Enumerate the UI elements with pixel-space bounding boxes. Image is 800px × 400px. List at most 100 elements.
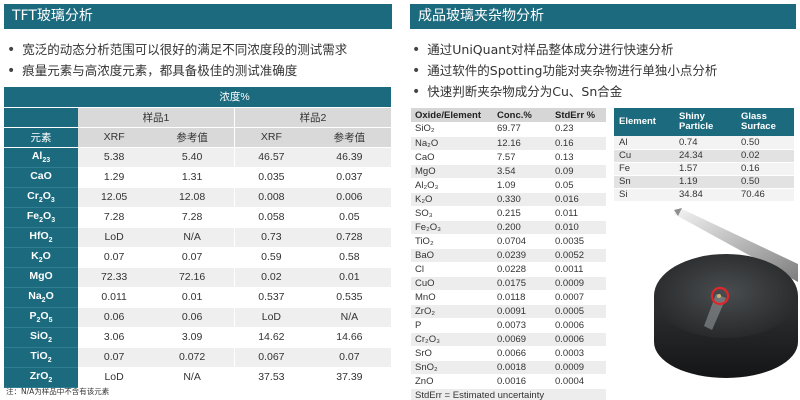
value-cell: 1.57	[674, 162, 736, 176]
element-formula-part: 2	[39, 217, 44, 225]
element-formula-part: O	[40, 309, 49, 322]
sample-1-header: 样品1	[78, 107, 235, 128]
element-cell: K2O	[4, 247, 78, 268]
element-formula-part: Fe	[26, 209, 40, 222]
value-cell: 69.77	[493, 122, 551, 137]
table-row: P 0.0073 0.0006	[411, 318, 606, 333]
corner-cell	[4, 107, 78, 128]
concentration-header: 浓度%	[78, 87, 391, 108]
bullet-item: 宽泛的动态分析范围可以很好的满足不同浓度段的测试需求	[7, 39, 347, 60]
value-cell: 0.0175	[493, 276, 551, 291]
value-cell: 3.54	[493, 164, 551, 179]
value-cell: 12.08	[150, 187, 235, 208]
value-cell: 0.535	[307, 287, 391, 308]
table-row: ZrO₂ 0.0091 0.0005	[411, 304, 606, 319]
table-row: Sn 1.19 0.50	[614, 175, 794, 189]
value-cell: 0.01	[307, 267, 391, 288]
element-formula-part: 3	[46, 157, 51, 165]
glass-sample-photo	[654, 208, 798, 378]
value-cell: 0.07	[78, 347, 151, 368]
table-footnote: 注：N/A为样品中不含有该元素	[6, 387, 110, 396]
table-row: K₂O 0.330 0.016	[411, 192, 606, 207]
oxide-cell: P	[411, 318, 493, 333]
stderr-header: StdErr %	[551, 108, 606, 122]
value-cell: 0.02	[234, 267, 308, 288]
particle-element-table: Element Shiny Particle Glass Surface Al 0…	[614, 108, 794, 202]
inclusion-highlight-ring	[710, 286, 730, 306]
element-formula-part: 5	[48, 317, 53, 325]
element-formula-part: Na	[28, 289, 42, 302]
table-row: CaO 7.57 0.13	[411, 150, 606, 165]
shiny-particle-header: Shiny Particle	[674, 108, 736, 136]
xrf-header: XRF	[234, 127, 308, 148]
value-cell: 0.09	[551, 164, 606, 179]
value-cell: 70.46	[736, 188, 794, 202]
value-cell: 5.38	[78, 147, 151, 168]
element-formula-part: 2	[36, 317, 41, 325]
xrf-header: XRF	[78, 127, 151, 148]
value-cell: N/A	[150, 367, 235, 388]
element-formula-part: O	[45, 289, 54, 302]
table-row: TiO₂ 0.0704 0.0035	[411, 234, 606, 249]
value-cell: 0.330	[493, 192, 551, 207]
table-row: Al₂O₃ 1.09 0.05	[411, 178, 606, 193]
oxide-cell: ZnO	[411, 374, 493, 389]
probe-tip	[674, 208, 682, 216]
oxide-cell: Fe₂O₃	[411, 220, 493, 235]
element-formula-part: O	[43, 209, 52, 222]
value-cell: 0.23	[551, 122, 606, 137]
element-cell: Fe2O3	[4, 207, 78, 228]
element-formula-part: 2	[48, 237, 53, 245]
element-cell: Cu	[614, 149, 674, 163]
element-formula-part: Cr	[27, 189, 39, 202]
value-cell: 0.0228	[493, 262, 551, 277]
value-cell: 0.215	[493, 206, 551, 221]
sample-2-header: 样品2	[234, 107, 391, 128]
table-row: SiO2 3.06 3.09 14.62 14.66	[4, 327, 391, 348]
value-cell: 7.28	[78, 207, 151, 228]
oxide-cell: MnO	[411, 290, 493, 305]
conc-header: Conc.%	[493, 108, 551, 122]
inclusion-particle	[717, 294, 721, 298]
value-cell: 5.40	[150, 147, 235, 168]
oxide-cell: ZrO₂	[411, 304, 493, 319]
value-cell: 0.01	[150, 287, 235, 308]
oxide-cell: Al₂O₃	[411, 178, 493, 193]
table-row: SO₃ 0.215 0.011	[411, 206, 606, 221]
table-row: CaO 1.29 1.31 0.035 0.037	[4, 167, 391, 188]
value-cell: 0.011	[551, 206, 606, 221]
oxide-cell: SO₃	[411, 206, 493, 221]
value-cell: 0.0006	[551, 332, 606, 347]
element-formula-part: CaO	[30, 169, 52, 182]
element-cell: CaO	[4, 167, 78, 188]
element-cell: Si	[614, 188, 674, 202]
value-cell: 0.0073	[493, 318, 551, 333]
value-cell: 46.57	[234, 147, 308, 168]
element-cell: Fe	[614, 162, 674, 176]
value-cell: 1.19	[674, 175, 736, 189]
inclusion-bullet-list: 通过UniQuant对样品整体成分进行快速分析 通过软件的Spotting功能对…	[412, 39, 717, 102]
bullet-item: 通过UniQuant对样品整体成分进行快速分析	[412, 39, 717, 60]
oxide-cell: SiO₂	[411, 122, 493, 137]
value-cell: 0.010	[551, 220, 606, 235]
oxide-cell: SnO₂	[411, 360, 493, 375]
value-cell: 37.39	[307, 367, 391, 388]
glass-surface-header: Glass Surface	[736, 108, 794, 136]
bullet-item: 痕量元素与高浓度元素，都具备极佳的测试准确度	[7, 60, 347, 81]
stderr-footnote: StdErr = Estimated uncertainty	[411, 388, 606, 400]
value-cell: 34.84	[674, 188, 736, 202]
value-cell: 0.035	[234, 167, 308, 188]
table-row: BaO 0.0239 0.0052	[411, 248, 606, 263]
bullet-item: 通过软件的Spotting功能对夹杂物进行单独小点分析	[412, 60, 717, 81]
table-row: Fe2O3 7.28 7.28 0.058 0.05	[4, 207, 391, 228]
table-row: Si 34.84 70.46	[614, 188, 794, 202]
table-row: Cl 0.0228 0.0011	[411, 262, 606, 277]
table-row: MgO 72.33 72.16 0.02 0.01	[4, 267, 391, 288]
element-formula-part: K	[31, 249, 39, 262]
value-cell: 0.0018	[493, 360, 551, 375]
value-cell: 0.16	[736, 162, 794, 176]
value-cell: N/A	[307, 307, 391, 328]
value-cell: 72.16	[150, 267, 235, 288]
element-formula-part: 2	[38, 257, 43, 265]
value-cell: 14.66	[307, 327, 391, 348]
